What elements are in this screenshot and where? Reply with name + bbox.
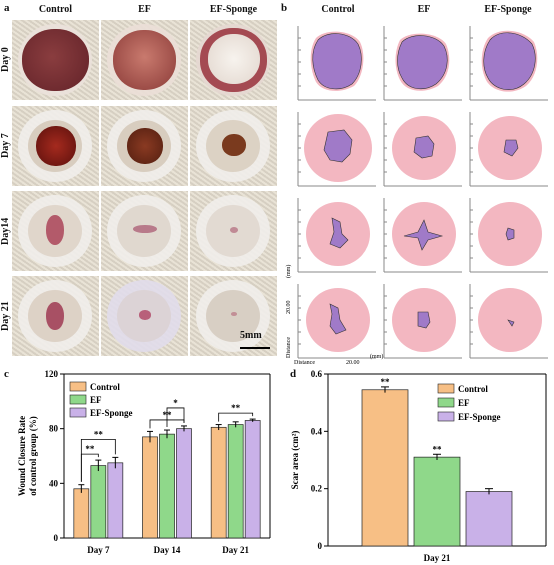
trace-axis-x-tick: 20.00 [346, 360, 360, 366]
d-legend-swatch [437, 411, 455, 422]
wound-photo-control-day7 [12, 106, 99, 186]
trace-axis-y-tick: 20.00 [286, 301, 292, 315]
wound-photo-ef-sponge-day14 [190, 191, 277, 271]
trace-ef-sponge-day14 [469, 197, 549, 273]
c-y-tick-label: 120 [45, 369, 59, 379]
panel-c-letter: c [4, 368, 9, 380]
wound-photo-ef-day7 [101, 106, 188, 186]
panel-b-header-ef-sponge: EF-Sponge [484, 4, 532, 15]
trace-ef-day7 [383, 111, 463, 187]
c-bar [244, 420, 261, 539]
wound-photo-ef-day14 [101, 191, 188, 271]
d-y-tick-label: 0 [318, 541, 323, 551]
c-y-tick-label: 0 [54, 533, 59, 543]
wound-closure-chart: 0 40 80 120 Wound Closure Rateof control gro… [17, 369, 271, 555]
c-category-label: Day 21 [222, 545, 249, 555]
panel-b-header-ef: EF [417, 4, 431, 15]
panel-a-header-ef: EF [138, 4, 151, 15]
c-bar [227, 424, 244, 539]
scale-bar [240, 347, 270, 349]
wound-photo-ef-sponge-day7 [190, 106, 277, 186]
trace-control-day21 [297, 283, 377, 359]
d-bar [361, 389, 409, 547]
c-bar [159, 433, 175, 539]
d-significance-mark: ** [381, 377, 391, 387]
trace-ef-sponge-day21 [469, 283, 549, 359]
panel-a-header-ef-sponge: EF-Sponge [209, 4, 258, 15]
wound-photo-control-day14 [12, 191, 99, 271]
panel-a-row-day21: Day 21 [0, 301, 11, 331]
d-y-label: Scar area (cm²) [290, 431, 300, 490]
panel-b-letter: b [281, 2, 288, 14]
c-significance-mark: ** [231, 403, 241, 413]
panel-d-letter: d [290, 368, 297, 380]
c-y-label: Wound Closure Rateof control group (%) [17, 416, 38, 496]
d-y-tick-label: 0.4 [311, 426, 323, 436]
trace-ef-day0 [383, 25, 463, 101]
c-category-label: Day 14 [154, 545, 181, 555]
d-category-label: Day 21 [424, 553, 451, 563]
d-y-tick-label: 0.6 [311, 369, 323, 379]
trace-axis-y-unit: (mm) [285, 265, 292, 278]
trace-axis-x-unit: (mm) [370, 353, 383, 360]
wound-trace-grid: (mm) 20.00 Distance Distance 20.00 (mm) [285, 25, 549, 366]
c-significance-bracket [80, 438, 116, 482]
c-legend-label: EF [90, 395, 102, 405]
wound-photo-ef-sponge-day0 [190, 20, 277, 100]
panel-b-header-control: Control [321, 4, 355, 15]
c-legend-swatch [69, 407, 87, 418]
panel-a-letter: a [4, 2, 10, 14]
c-significance-mark: * [173, 398, 178, 408]
d-legend-swatch [437, 383, 455, 394]
d-y-tick-label: 0.2 [311, 484, 323, 494]
d-legend-label: EF-Sponge [458, 412, 501, 422]
trace-control-day0 [297, 25, 377, 101]
panel-a-row-day0: Day 0 [0, 47, 11, 73]
d-legend-swatch [437, 397, 455, 408]
trace-axis-x-label: Distance [294, 360, 315, 366]
c-legend-label: Control [90, 382, 120, 392]
c-bar [142, 436, 158, 539]
scale-bar-label: 5mm [240, 330, 262, 341]
c-significance-mark: ** [94, 429, 104, 439]
d-bar [465, 491, 513, 547]
c-bar [73, 488, 90, 539]
c-y-tick-label: 40 [49, 478, 59, 488]
trace-control-day14 [297, 197, 377, 273]
trace-ef-sponge-day0 [469, 25, 549, 101]
wound-photo-ef-sponge-day21 [190, 276, 277, 356]
c-significance-bracket [218, 412, 254, 422]
wound-photo-ef-day21 [101, 276, 188, 356]
c-bar [210, 426, 227, 539]
c-bar [176, 428, 192, 539]
wound-photo-control-day21 [12, 276, 99, 356]
c-bar [107, 462, 124, 539]
c-y-tick-label: 80 [49, 424, 59, 434]
panel-a-row-day14: Day14 [0, 217, 11, 245]
d-significance-mark: ** [433, 444, 443, 454]
trace-ef-day21 [383, 283, 463, 359]
d-legend-label: Control [458, 384, 488, 394]
c-significance-mark: ** [85, 444, 95, 454]
c-legend-swatch [69, 381, 87, 392]
c-bar [90, 465, 107, 539]
c-legend-swatch [69, 394, 87, 405]
scar-area-chart: 0 0.2 0.4 0.6 Scar area (cm²) ** ** Day 21 Contr… [290, 369, 547, 563]
trace-ef-sponge-day7 [469, 111, 549, 187]
c-legend-label: EF-Sponge [90, 408, 133, 418]
trace-ef-day14 [383, 197, 463, 273]
wound-photo-control-day0 [12, 20, 99, 100]
d-bar [413, 456, 461, 547]
panel-a-row-day7: Day 7 [0, 133, 11, 159]
c-significance-bracket [166, 407, 185, 428]
trace-control-day7 [297, 111, 377, 187]
wound-photo-ef-day0 [101, 20, 188, 100]
d-legend-label: EF [458, 398, 470, 408]
panel-a-header-control: Control [38, 4, 73, 15]
trace-axis-y-label: Distance [286, 337, 292, 358]
c-category-label: Day 7 [87, 545, 110, 555]
